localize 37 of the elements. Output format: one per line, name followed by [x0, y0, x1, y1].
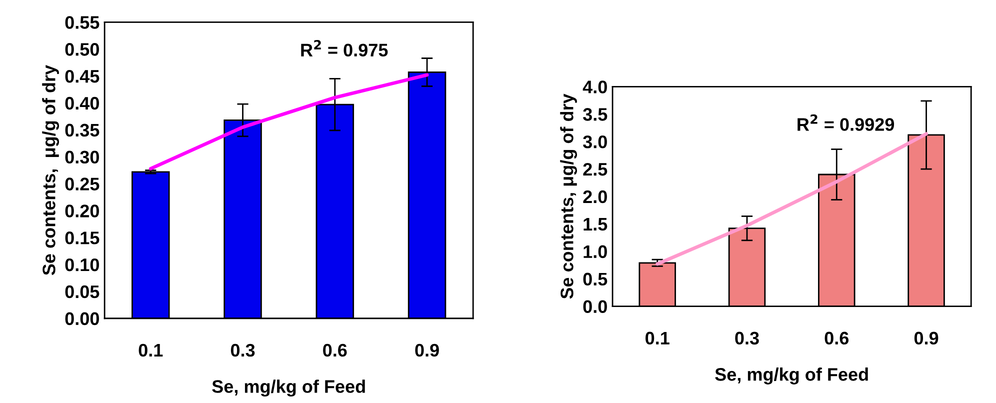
y-tick-label: 0.50	[65, 43, 99, 56]
y-tick-label: 4.0	[582, 80, 607, 94]
y-tick-label: 2.0	[583, 190, 607, 204]
y-tick-label: 0.20	[65, 204, 99, 218]
x-tick-label: 0.6	[323, 344, 347, 357]
line-series	[656, 132, 928, 266]
annotation: R$^{2}$ = 0.975	[301, 40, 388, 56]
y-axis-title: Se contents, μg/g of dry	[560, 94, 578, 299]
x-tick-label: 0.1	[646, 332, 670, 345]
y-tick-label: 0.30	[65, 150, 99, 164]
y-tick-label: 0.15	[65, 232, 100, 244]
x-axis-title: Se, mg/kg of Feed	[715, 368, 868, 384]
y-axis-title: Se contents, μg/g of dry	[42, 65, 60, 276]
x-tick-label: 0.6	[824, 332, 849, 345]
y-tick-label: 0.40	[65, 96, 99, 110]
y-tick-label: 0.45	[65, 70, 100, 83]
x-tick-label: 0.9	[415, 344, 439, 357]
annotation: R$^{2}$ = 0.9929	[798, 114, 894, 131]
y-tick-label: 3.0	[582, 135, 607, 148]
y-tick-label: 1.0	[584, 245, 607, 258]
y-tick-label: 3.5	[582, 108, 608, 121]
x-tick-label: 0.3	[735, 332, 759, 345]
y-tick-label: 0.55	[65, 16, 100, 29]
x-tick-label: 0.3	[230, 344, 255, 357]
x-axis-title: Se, mg/kg of Feed	[212, 380, 365, 397]
y-tick-label: 0.00	[65, 312, 99, 326]
y-tick-label: 1.5	[584, 218, 608, 231]
x-tick-label: 0.1	[138, 344, 163, 357]
y-tick-label: 0.5	[583, 272, 608, 286]
y-tick-label: 0.35	[65, 124, 100, 137]
y-tick-label: 2.5	[583, 162, 608, 176]
y-tick-label: 0.0	[583, 300, 607, 313]
y-tick-label: 0.10	[65, 258, 99, 272]
y-tick-label: 0.25	[65, 178, 100, 190]
x-tick-label: 0.9	[914, 332, 938, 345]
line-series	[148, 73, 429, 170]
y-tick-label: 0.05	[65, 285, 100, 298]
